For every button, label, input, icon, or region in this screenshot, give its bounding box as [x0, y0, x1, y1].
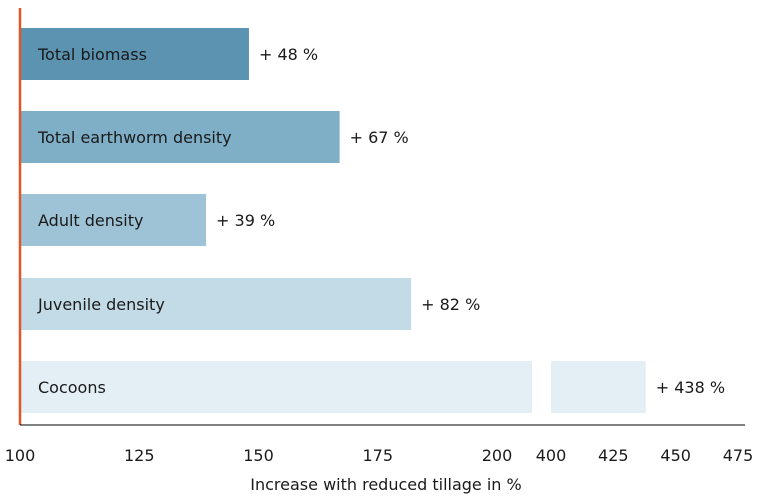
x-tick-label: 150 — [243, 446, 274, 465]
x-tick-label: 175 — [362, 446, 393, 465]
bars-layer — [18, 8, 646, 425]
value-label: + 82 % — [421, 295, 480, 314]
x-tick-label: 100 — [5, 446, 36, 465]
bar — [20, 361, 532, 413]
category-label: Juvenile density — [37, 295, 165, 314]
x-tick-label: 200 — [482, 446, 513, 465]
x-tick-label: 450 — [660, 446, 691, 465]
x-axis-title: Increase with reduced tillage in % — [250, 475, 521, 494]
bar — [20, 278, 412, 330]
x-tick-label: 425 — [598, 446, 629, 465]
x-tick-label: 475 — [723, 446, 754, 465]
x-tick-label: 125 — [124, 446, 155, 465]
bar — [20, 111, 340, 163]
value-label: + 39 % — [216, 211, 275, 230]
value-label: + 67 % — [350, 128, 409, 147]
labels-layer: Total biomass + 48 % Total earthworm densi… — [37, 45, 725, 397]
category-label: Adult density — [38, 211, 143, 230]
category-label: Total biomass — [37, 45, 147, 64]
bar-continuation — [551, 361, 646, 413]
category-label: Cocoons — [38, 378, 106, 397]
bar — [20, 28, 249, 80]
value-label: + 438 % — [656, 378, 725, 397]
bar — [20, 194, 207, 246]
value-label: + 48 % — [259, 45, 318, 64]
category-label: Total earthworm density — [37, 128, 232, 147]
x-tick-label: 400 — [536, 446, 567, 465]
x-axis: 100 125 150 175 200 400 425 450 475 — [5, 424, 754, 465]
